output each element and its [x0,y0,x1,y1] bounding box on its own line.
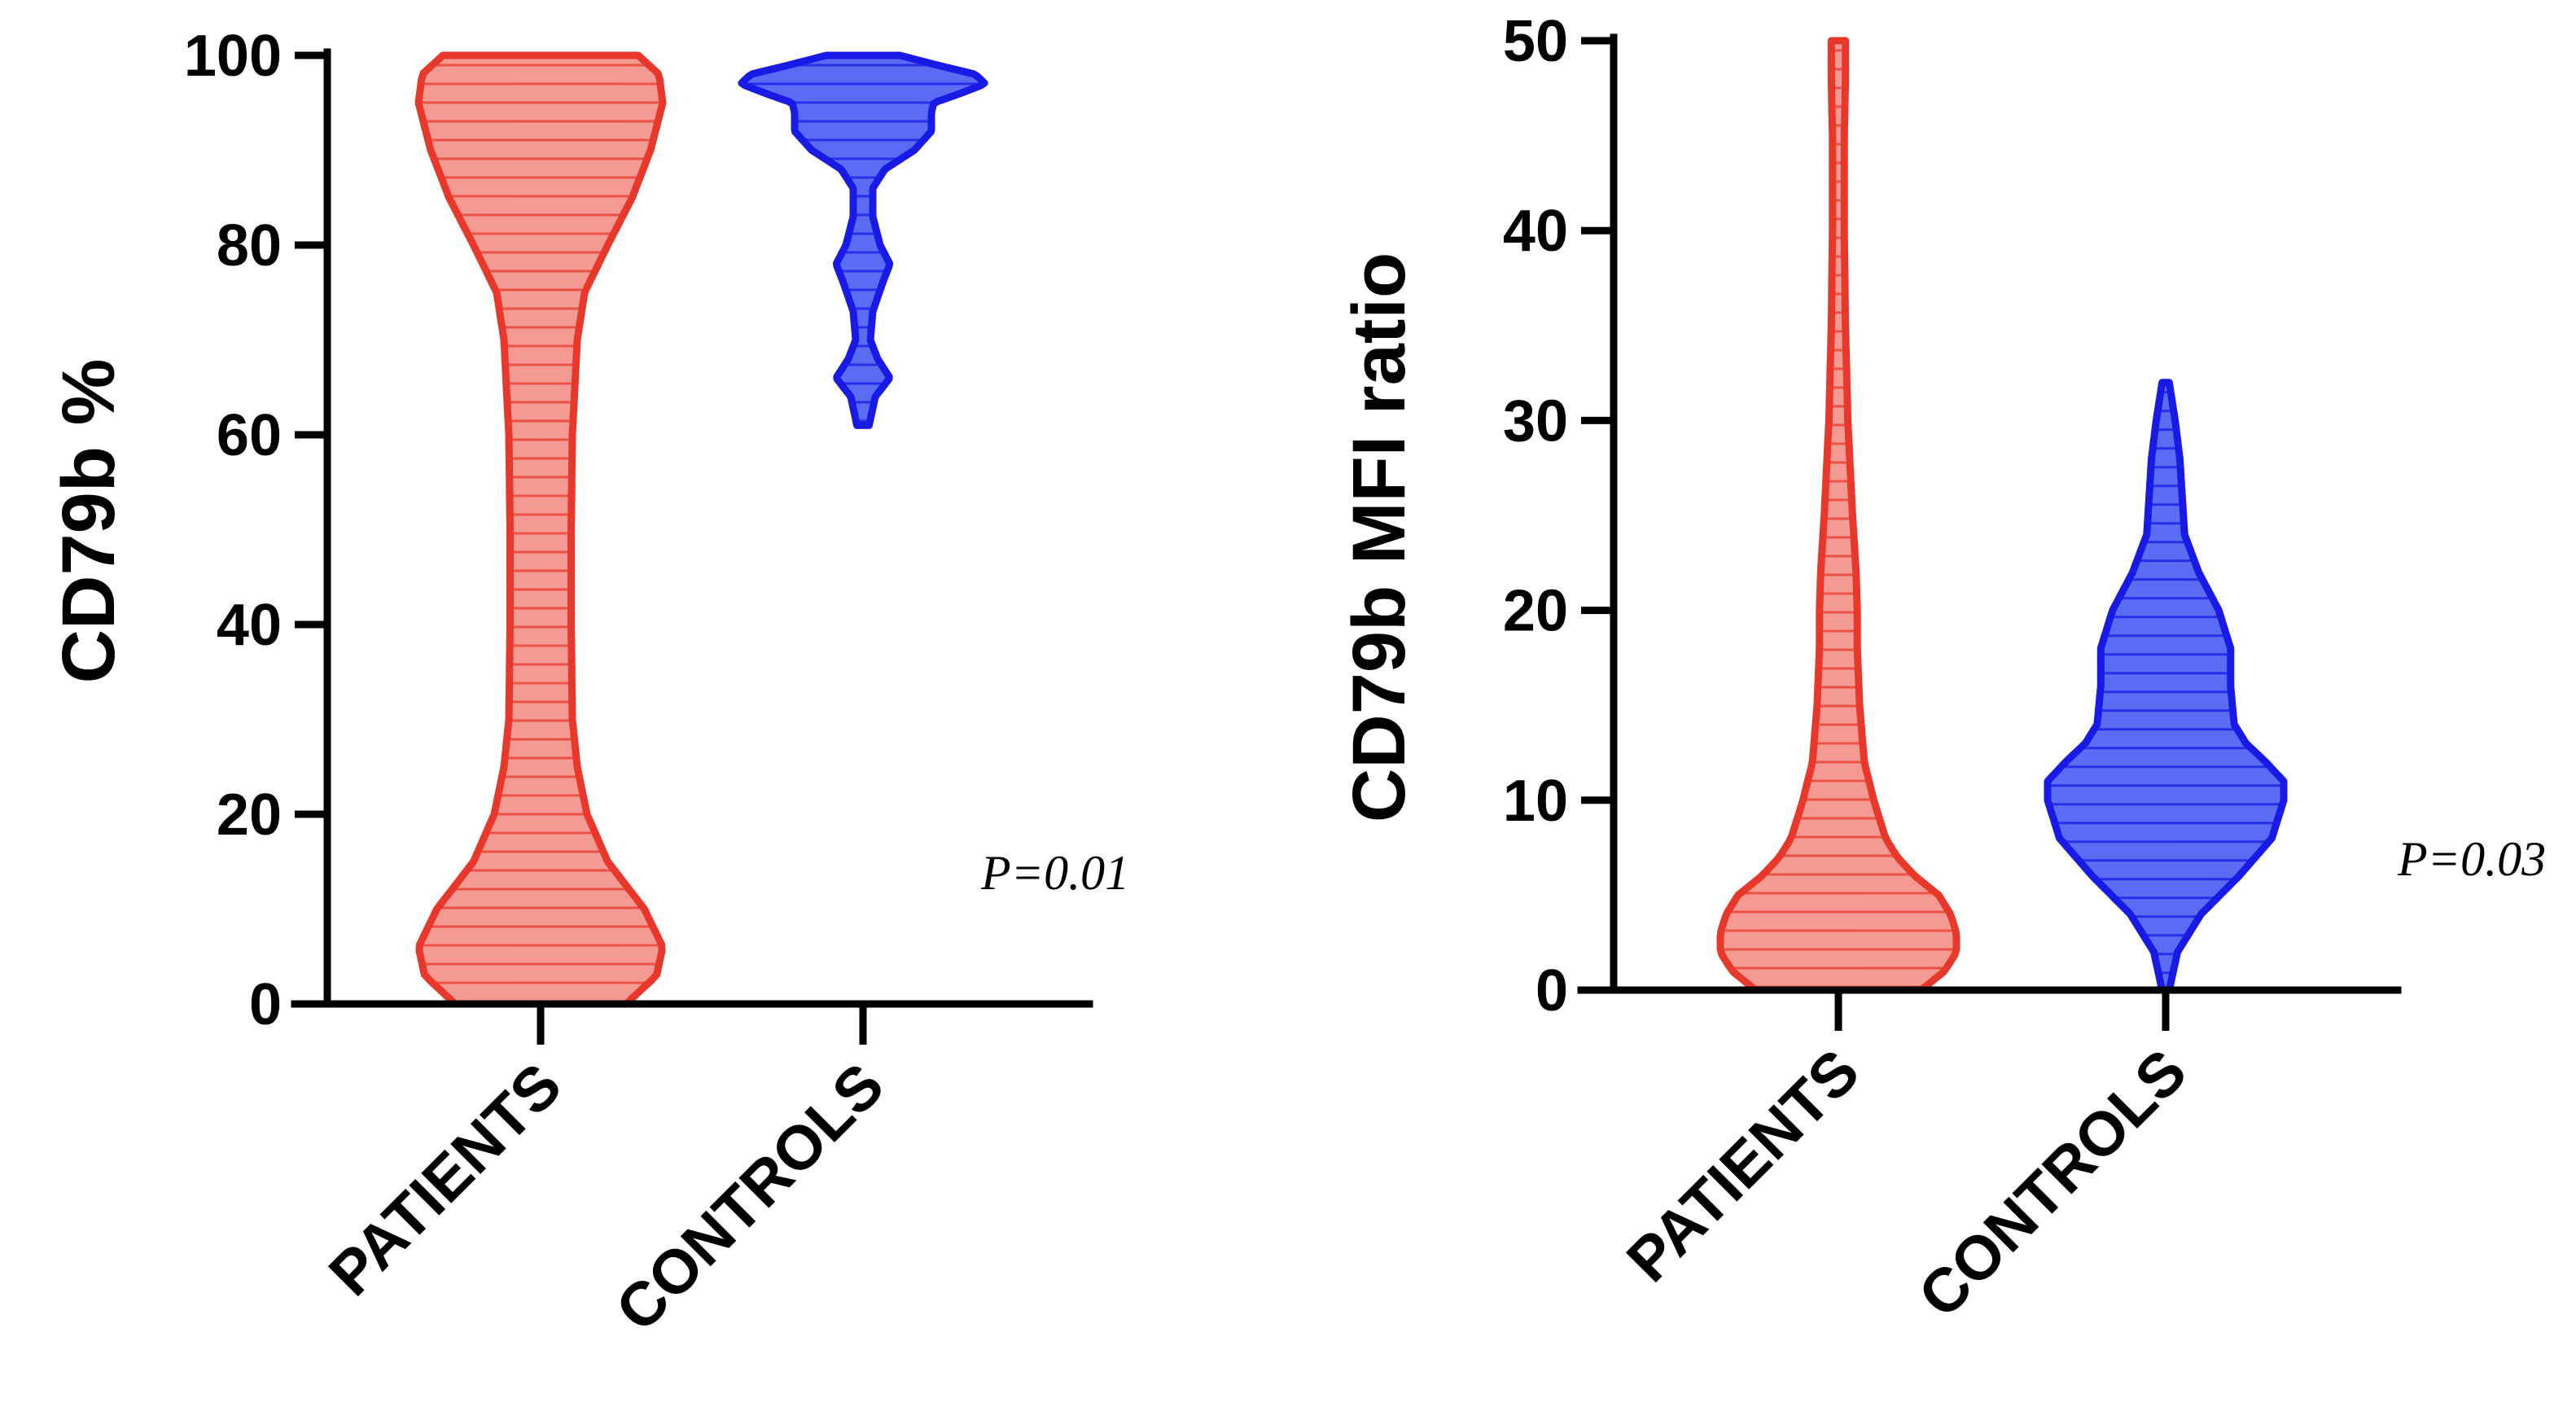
violin-outline [414,51,667,1008]
violin-body [1720,41,1956,990]
y-tick-label: 100 [184,24,282,89]
y-tick-label: 10 [1503,769,1568,834]
violin-body [741,55,985,426]
y-tick-label: 20 [217,782,282,848]
x-category-label: PATIENTS [316,1050,575,1309]
y-tick-label: 60 [217,403,282,468]
y-tick-label: 30 [1503,388,1568,454]
violin-patients [414,51,667,1008]
violin-body [418,55,663,1004]
y-tick-label: 20 [1503,579,1568,644]
y-tick-label: 50 [1503,9,1568,74]
axes: 0 20 40 60 80 100 PATIENTS CONTROLS [184,24,1093,1345]
y-tick-label: 40 [217,593,282,658]
p-value-annotation: P=0.01 [980,846,1129,900]
panel-cd79b-mfi-ratio: CD79b MFI ratio P=0.03 0 10 20 30 40 50 PATIEN… [1338,9,2546,1331]
axes: 0 10 20 30 40 50 PATIENTS CONTROLS [1503,9,2402,1331]
violin-controls [2044,379,2288,994]
y-tick-label: 40 [1503,199,1568,264]
violins [1716,37,2288,994]
x-category-label: CONTROLS [602,1050,897,1345]
p-value-annotation: P=0.03 [2397,832,2546,886]
violin-outline [2044,379,2288,994]
x-category-label: PATIENTS [1614,1037,1873,1295]
y-axis-title: CD79b MFI ratio [1338,252,1421,822]
y-tick-label: 0 [249,972,282,1037]
violin-outline [1716,37,1960,994]
y-tick-label: 0 [1536,958,1568,1023]
violins [414,51,988,1008]
violin-patients [1716,37,1960,994]
violin-body [2048,382,2284,990]
violin-outline [738,51,988,429]
y-tick-label: 80 [217,213,282,278]
x-category-label: CONTROLS [1905,1037,2200,1331]
y-axis-title: CD79b % [47,359,130,684]
violin-controls [738,51,988,429]
panel-cd79b-percent: CD79b % P=0.01 0 20 40 60 80 100 PATIENTS CONTR… [47,24,1129,1345]
